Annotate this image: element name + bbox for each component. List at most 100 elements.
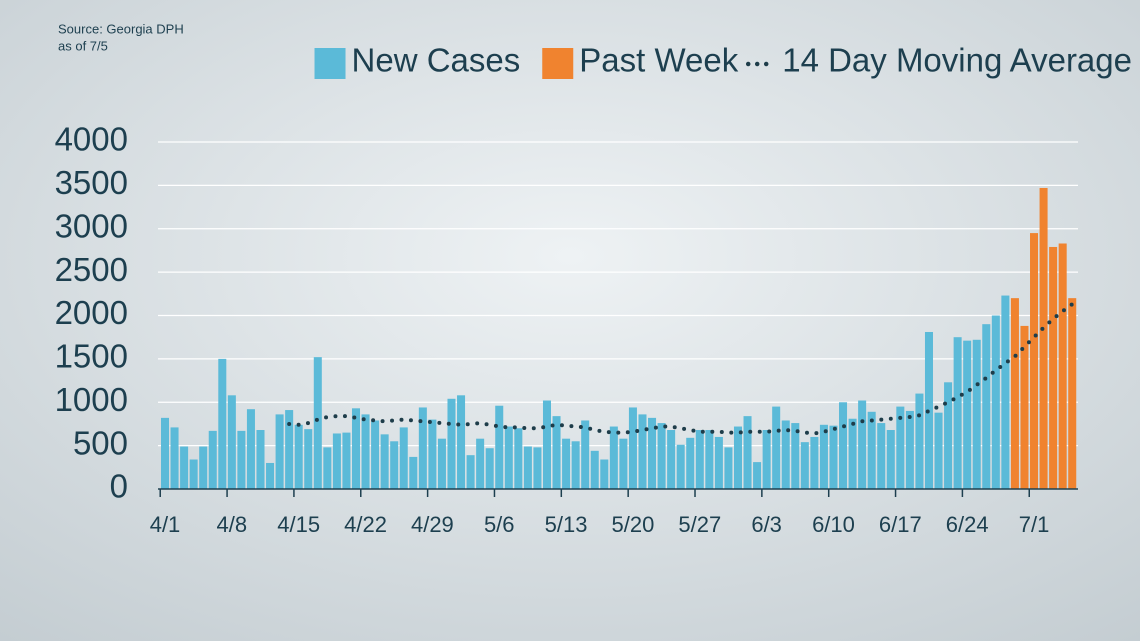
bar (466, 455, 475, 489)
bar (877, 423, 886, 489)
y-tick-label: 3500 (55, 164, 128, 201)
bar (275, 414, 284, 489)
x-tick-label: 6/3 (751, 512, 782, 537)
bar (199, 446, 208, 489)
bar (218, 358, 227, 489)
legend-label: New Cases (352, 42, 521, 79)
bar (590, 450, 599, 489)
legend-swatch (542, 48, 574, 79)
bar (1058, 243, 1067, 489)
bar (380, 434, 389, 489)
bar (342, 432, 351, 489)
bar (504, 426, 513, 489)
bar (676, 444, 685, 489)
bar (657, 423, 666, 489)
bar (371, 420, 380, 489)
bar (886, 430, 895, 489)
bar (457, 395, 466, 489)
bar (829, 425, 838, 489)
bar (227, 395, 236, 489)
bar (743, 416, 752, 489)
bar (208, 430, 217, 489)
bar (695, 430, 704, 489)
bar (390, 441, 399, 489)
bar (991, 315, 1000, 489)
legend-label: Past Week (579, 42, 738, 79)
moving-average-line (287, 302, 1075, 436)
bar (848, 418, 857, 489)
bar (237, 430, 246, 489)
bar (533, 447, 542, 489)
bar (867, 411, 876, 489)
bar (724, 447, 733, 489)
bar (514, 428, 523, 489)
bar (667, 430, 676, 489)
bar (361, 414, 370, 489)
x-tick-label: 4/15 (277, 512, 320, 537)
y-tick-label: 500 (73, 424, 128, 461)
bar (180, 446, 189, 489)
bar (1001, 295, 1010, 489)
bar (1030, 233, 1039, 489)
bar (762, 430, 771, 489)
bar (581, 420, 590, 489)
x-tick-label: 4/29 (411, 512, 454, 537)
bar (953, 337, 962, 489)
bar (1049, 246, 1058, 489)
x-tick-label: 7/1 (1019, 512, 1050, 537)
bar (485, 448, 494, 489)
bar (313, 357, 322, 489)
y-tick-label: 1000 (55, 381, 128, 418)
bar (753, 462, 762, 489)
bar (648, 417, 657, 489)
bar (552, 416, 561, 489)
bar (733, 426, 742, 489)
bar (476, 438, 485, 489)
bar (982, 324, 991, 489)
bar (304, 429, 313, 489)
bar (609, 426, 618, 489)
bar (447, 398, 456, 489)
bar (409, 456, 418, 489)
x-tick-label: 5/27 (678, 512, 721, 537)
y-tick-label: 1500 (55, 338, 128, 375)
x-tick-label: 4/1 (150, 512, 181, 537)
bar (246, 409, 255, 489)
x-tick-label: 5/13 (545, 512, 588, 537)
bar (523, 446, 532, 489)
bar (160, 417, 170, 489)
bar (285, 410, 294, 489)
bar (638, 414, 647, 489)
x-tick-label: 4/22 (344, 512, 387, 537)
bar (571, 441, 580, 489)
x-tick-label: 6/10 (812, 512, 855, 537)
x-tick-label: 6/17 (879, 512, 922, 537)
bar (418, 407, 427, 489)
bar (351, 408, 361, 489)
bar (772, 406, 781, 489)
bar (170, 427, 179, 489)
bar (600, 459, 609, 489)
bar (791, 423, 800, 489)
bar (705, 430, 714, 489)
bar (266, 462, 275, 489)
bar (1020, 325, 1029, 489)
bar (972, 339, 981, 489)
as-of: as of 7/5 (58, 38, 108, 53)
bar (323, 447, 332, 489)
x-tick-label: 4/8 (217, 512, 248, 537)
bar (628, 407, 637, 489)
y-tick-label: 3000 (55, 207, 128, 244)
y-tick-label: 4000 (55, 121, 128, 158)
legend-label: 14 Day Moving Average (782, 42, 1132, 79)
y-tick-label: 2500 (55, 251, 128, 288)
legend-swatch (314, 48, 346, 79)
bar (819, 424, 828, 489)
y-tick-label: 2000 (55, 294, 128, 331)
bar (1039, 187, 1048, 490)
bar (944, 382, 953, 489)
bar (714, 436, 723, 489)
bar (294, 424, 303, 489)
